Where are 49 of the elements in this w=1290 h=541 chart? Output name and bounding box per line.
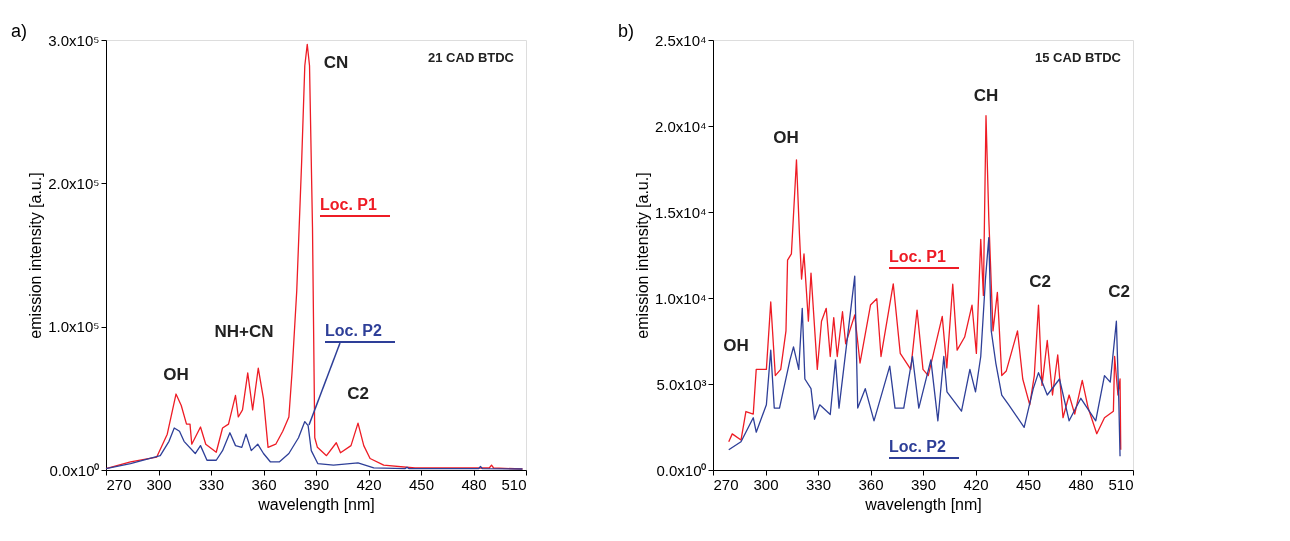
y-tick-label: 0.0x10⁰ xyxy=(656,461,707,479)
annotation: OH xyxy=(723,336,749,355)
x-tick-label: 330 xyxy=(805,475,832,493)
series-label: Loc. P2 xyxy=(889,438,947,455)
x-tick-label: 330 xyxy=(198,475,225,493)
x-tick-label: 510 xyxy=(1108,475,1134,493)
annotation: CN xyxy=(323,53,349,72)
annotation: 15 CAD BTDC xyxy=(1035,50,1122,65)
y-tick-label: 2.0x10⁴ xyxy=(655,117,707,135)
y-tick-label: 2.0x10⁵ xyxy=(48,174,100,192)
annotation: 21 CAD BTDC xyxy=(428,50,515,65)
y-tick-label: 0.0x10⁰ xyxy=(49,461,100,479)
annotation: NH+CN xyxy=(214,322,274,341)
x-tick-label: 360 xyxy=(251,475,277,493)
chart-title: a) xyxy=(11,21,28,41)
y-tick-label: 1.0x10⁵ xyxy=(48,318,100,336)
annotation: CH xyxy=(973,86,999,105)
x-tick-label: 450 xyxy=(408,475,435,493)
y-axis-title: emission intensity [a.u.] xyxy=(634,172,652,339)
x-tick-label: 390 xyxy=(910,475,937,493)
x-tick-label: 510 xyxy=(501,475,527,493)
x-tick-label: 300 xyxy=(753,475,779,493)
series-label: Loc. P1 xyxy=(889,248,947,265)
x-tick-label: 420 xyxy=(356,475,382,493)
annotation: OH xyxy=(163,365,189,384)
x-tick-label: 420 xyxy=(963,475,989,493)
x-tick-label: 360 xyxy=(858,475,884,493)
x-axis-title: wavelength [nm] xyxy=(257,495,375,513)
x-tick-label: 270 xyxy=(106,475,132,493)
y-tick-label: 1.5x10⁴ xyxy=(655,203,707,221)
chart-title: b) xyxy=(618,21,635,41)
x-tick-label: 480 xyxy=(461,475,487,493)
annotation: C2 xyxy=(1108,282,1130,301)
text: Loc. P2 xyxy=(325,322,383,339)
x-tick-label: 480 xyxy=(1068,475,1094,493)
x-tick-label: 390 xyxy=(303,475,330,493)
x-tick-label: 450 xyxy=(1015,475,1042,493)
y-tick-label: 2.5x10⁴ xyxy=(655,31,707,49)
y-tick-label: 1.0x10⁴ xyxy=(655,289,707,307)
annotation: OH xyxy=(773,128,799,147)
y-tick-label: 3.0x10⁵ xyxy=(48,31,100,49)
series-label: Loc. P1 xyxy=(320,196,378,213)
annotation: C2 xyxy=(1029,272,1051,291)
annotation: C2 xyxy=(347,384,369,403)
x-tick-label: 270 xyxy=(713,475,739,493)
y-axis-title: emission intensity [a.u.] xyxy=(27,172,45,339)
x-axis-title: wavelength [nm] xyxy=(864,495,982,513)
x-tick-label: 300 xyxy=(146,475,172,493)
y-tick-label: 5.0x10³ xyxy=(656,375,707,393)
